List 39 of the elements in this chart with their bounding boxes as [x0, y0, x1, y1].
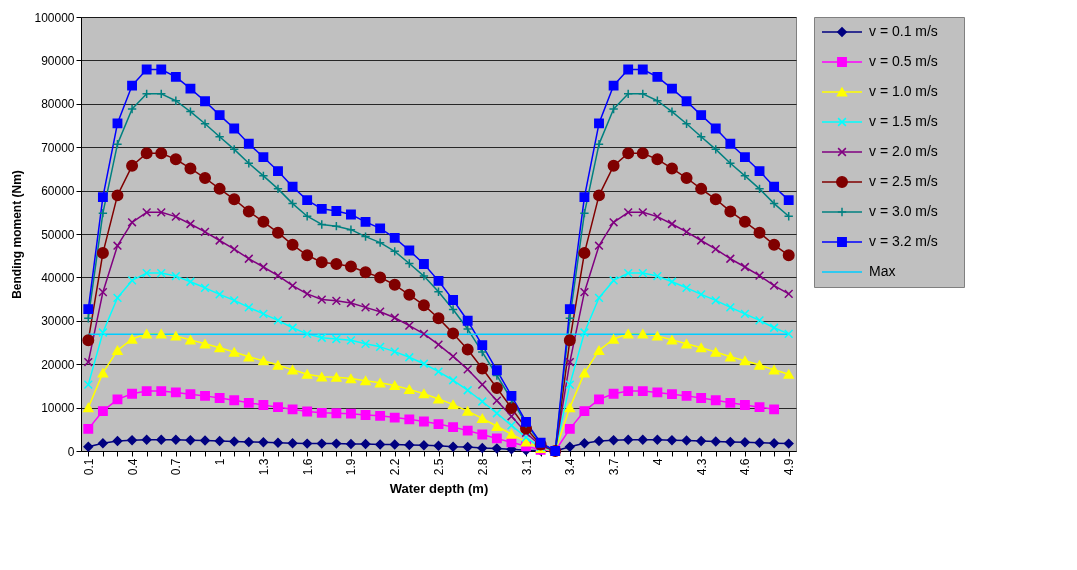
x-tick-label: 3.7 [607, 458, 622, 476]
legend-label: v = 0.5 m/s [869, 53, 938, 69]
x-tick-label: 4.9 [782, 458, 797, 476]
x-tick-label: 3.4 [563, 458, 578, 476]
legend-label: Max [869, 263, 896, 279]
legend-label: v = 2.0 m/s [869, 143, 938, 159]
x-axis-title: Water depth (m) [389, 481, 489, 497]
y-tick-label: 0 [67, 444, 75, 459]
y-axis-title: Bending moment (Nm) [10, 170, 25, 299]
x-tick-label: 0.1 [81, 458, 96, 476]
x-tick-label: 0.7 [169, 458, 184, 476]
y-tick-label: 40000 [41, 270, 75, 285]
y-tick-label: 50000 [41, 227, 75, 242]
x-tick-label: 1 [213, 458, 228, 466]
y-tick-label: 60000 [41, 184, 75, 199]
legend-label: v = 3.2 m/s [869, 233, 938, 249]
x-tick-label: 2.2 [388, 458, 403, 476]
y-tick-label: 90000 [41, 53, 75, 68]
x-tick-label: 4 [650, 458, 665, 466]
legend-label: v = 1.0 m/s [869, 83, 938, 99]
x-tick-label: 4.6 [738, 458, 753, 476]
legend-label: v = 0.1 m/s [869, 23, 938, 39]
legend-label: v = 3.0 m/s [869, 203, 938, 219]
y-tick-label: 10000 [41, 401, 75, 416]
x-tick-label: 1.6 [300, 458, 315, 476]
y-tick-label: 70000 [41, 140, 75, 155]
x-tick-label: 2.8 [475, 458, 490, 476]
x-tick-label: 0.4 [125, 458, 140, 476]
x-tick-label: 1.9 [344, 458, 359, 476]
x-tick-label: 3.1 [519, 458, 534, 476]
legend-label: v = 1.5 m/s [869, 113, 938, 129]
y-tick-label: 80000 [41, 97, 75, 112]
legend-label: v = 2.5 m/s [869, 173, 938, 189]
x-tick-label: 2.5 [432, 458, 446, 476]
y-tick-label: 100000 [34, 10, 75, 25]
y-tick-label: 20000 [41, 357, 75, 372]
x-tick-label: 4.3 [694, 458, 709, 476]
x-tick-label: 1.3 [256, 458, 271, 476]
y-tick-label: 30000 [41, 314, 75, 329]
